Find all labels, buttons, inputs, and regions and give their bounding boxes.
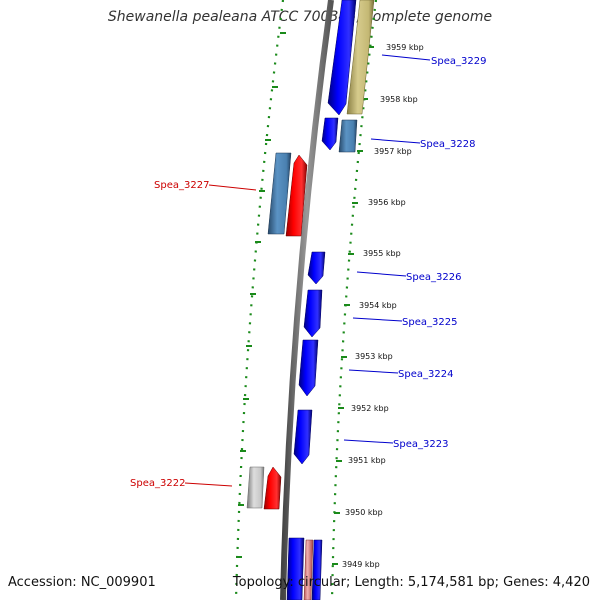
gene-label-spea-3228[interactable]: Spea_3228 [420,139,475,150]
kbp-label: 3949 kbp [342,560,380,569]
gene-spea-3228-steel[interactable] [338,119,358,153]
gene-bottom-blue-2[interactable] [311,539,323,600]
inner-ruler-arc [234,0,285,600]
gene-labels: Spea_3229 Spea_3228 Spea_3227 Spea_3226 … [130,56,486,489]
gene-spea-3226[interactable] [307,251,326,285]
kbp-label: 3952 kbp [351,404,389,413]
gene-spea-3227-steel[interactable] [267,152,292,235]
gene-spea-3223[interactable] [293,409,313,465]
gene-spea-3227-red[interactable] [285,154,308,237]
kbp-label: 3953 kbp [355,352,393,361]
gene-spea-3222-red[interactable] [263,466,282,510]
inner-ruler-ticks [236,32,286,558]
gene-label-spea-3223[interactable]: Spea_3223 [393,439,448,450]
gene-spea-3229-olive[interactable] [346,0,375,115]
gene-spea-3229-blue[interactable] [327,0,357,116]
gene-bottom-blue[interactable] [286,537,305,600]
kbp-label: 3959 kbp [386,43,424,52]
gene-label-spea-3224[interactable]: Spea_3224 [398,369,453,380]
map-title: Shewanella pealeana ATCC 700345, complet… [107,9,493,25]
gene-features [246,0,375,600]
kbp-label: 3954 kbp [359,301,397,310]
gene-spea-3225[interactable] [303,289,323,338]
kbp-label: 3951 kbp [348,456,386,465]
kbp-label: 3957 kbp [374,147,412,156]
gene-spea-3228-blue[interactable] [321,117,339,151]
gene-label-spea-3227[interactable]: Spea_3227 [154,180,209,191]
kbp-label: 3950 kbp [345,508,383,517]
gene-label-spea-3225[interactable]: Spea_3225 [402,317,457,328]
topology-text: Topology: circular; Length: 5,174,581 bp… [232,575,590,590]
accession-text: Accession: NC_009901 [8,575,156,590]
gene-label-spea-3226[interactable]: Spea_3226 [406,272,461,283]
kbp-label: 3958 kbp [380,95,418,104]
gene-label-spea-3229[interactable]: Spea_3229 [431,56,486,67]
genome-backbone [280,0,334,600]
gene-spea-3224[interactable] [298,339,319,397]
kbp-labels: 3959 kbp 3958 kbp 3957 kbp 3956 kbp 3955… [342,43,424,569]
gene-spea-3222-gray[interactable] [246,466,265,509]
gene-label-spea-3222[interactable]: Spea_3222 [130,478,185,489]
gene-label-connectors [184,54,431,487]
gene-bottom-pink[interactable] [303,539,314,600]
kbp-label: 3955 kbp [363,249,401,258]
kbp-label: 3956 kbp [368,198,406,207]
